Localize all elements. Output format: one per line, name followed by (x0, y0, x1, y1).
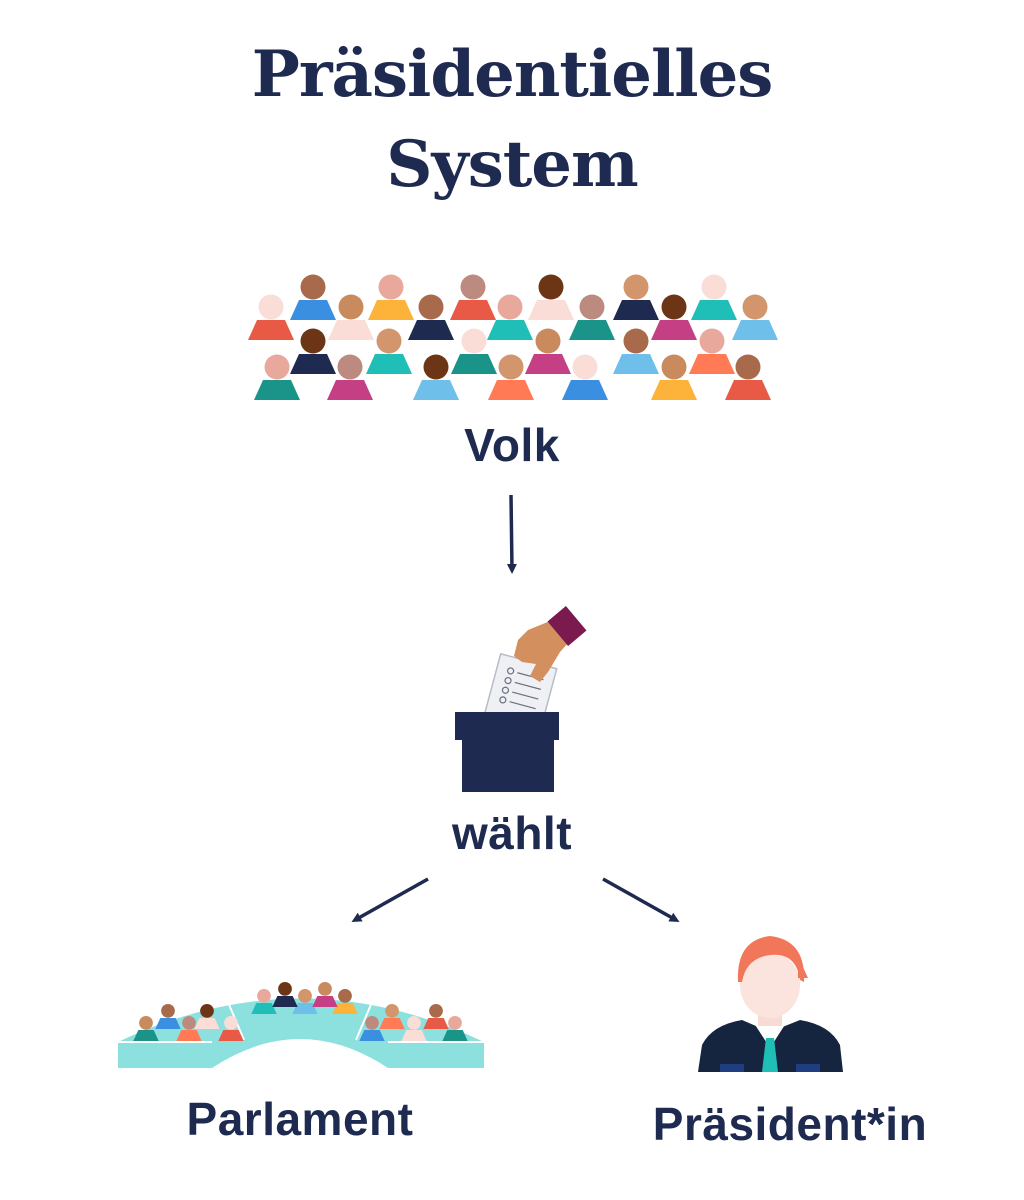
arrow-waehlt-to-praesident (602, 877, 680, 922)
arrow-volk-to-waehlt (506, 494, 517, 574)
crowd-icon (248, 274, 778, 400)
ballot-box-icon (455, 606, 587, 792)
node-volk: Volk (464, 419, 560, 471)
node-waehlt: wählt (451, 807, 573, 859)
parliament-icon (118, 981, 484, 1068)
title-line-1: Präsidentielles (251, 37, 774, 112)
page-title: Präsidentielles System (0, 30, 1024, 210)
node-parlament: Parlament (186, 1093, 414, 1145)
arrow-waehlt-to-parlament (351, 877, 429, 922)
node-praesident: Präsident*in (652, 1098, 928, 1150)
president-icon (698, 936, 843, 1072)
title-line-2: System (386, 127, 638, 202)
